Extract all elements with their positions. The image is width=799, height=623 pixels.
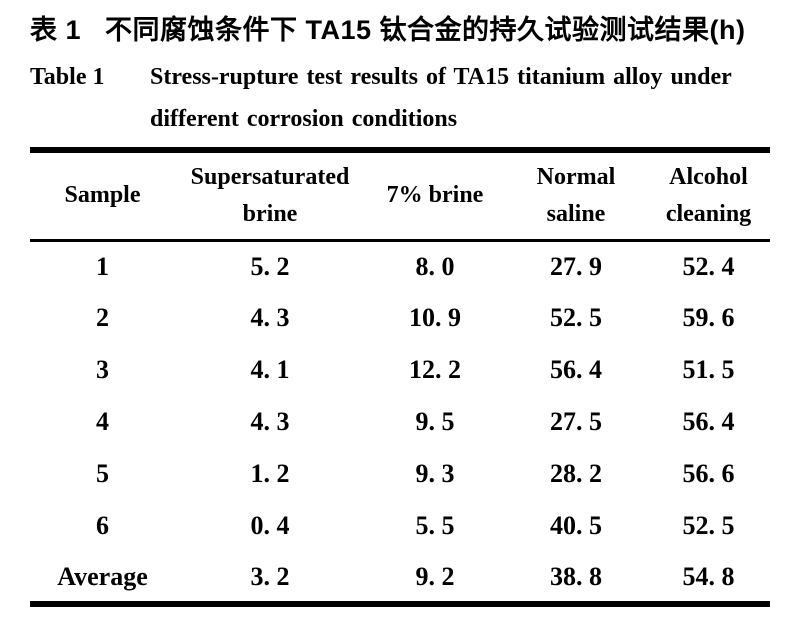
table-cell: 12. 2 bbox=[409, 355, 461, 384]
table-cell: 27. 9 bbox=[550, 251, 602, 281]
column-header-normal-saline: Normal saline bbox=[505, 150, 647, 242]
table-cell: 38. 8 bbox=[550, 561, 602, 591]
column-header-alcohol-cleaning: Alcohol cleaning bbox=[647, 150, 770, 242]
table-cell: 5. 5 bbox=[415, 511, 455, 540]
caption-zh-title: 不同腐蚀条件下 TA15 钛合金的持久试验测试结果(h) bbox=[105, 15, 746, 45]
row-label: Average bbox=[57, 561, 148, 591]
caption-en-line2: different corrosion conditions bbox=[150, 106, 458, 132]
header-row: Sample Supersaturated brine 7% brine Nor… bbox=[30, 150, 770, 242]
table-cell: 9. 3 bbox=[415, 459, 455, 488]
table-cell: 5. 2 bbox=[250, 251, 290, 281]
table-cell: 56. 4 bbox=[682, 407, 735, 436]
table-cell: 51. 5 bbox=[682, 355, 735, 384]
header-line: Sample bbox=[64, 182, 141, 209]
table-cell: 9. 5 bbox=[415, 407, 455, 436]
table-cell: 27. 5 bbox=[550, 407, 602, 436]
table-cell: 52. 5 bbox=[682, 511, 735, 540]
table-cell: 4. 1 bbox=[250, 355, 290, 384]
table-row: 5 1. 2 9. 3 28. 2 56. 6 bbox=[30, 448, 770, 500]
row-label: 2 bbox=[96, 303, 109, 332]
row-label: 5 bbox=[96, 459, 109, 488]
table-row: 6 0. 4 5. 5 40. 5 52. 5 bbox=[30, 500, 770, 552]
column-header-7-percent-brine: 7% brine bbox=[365, 150, 505, 242]
table-cell: 52. 5 bbox=[550, 303, 602, 332]
header-line: Supersaturated bbox=[190, 163, 350, 190]
header-line: Normal bbox=[536, 163, 616, 190]
header-line: saline bbox=[546, 200, 606, 227]
table-row: 4 4. 3 9. 5 27. 5 56. 4 bbox=[30, 396, 770, 448]
row-label: 3 bbox=[96, 355, 109, 384]
table-row-average: Average 3. 2 9. 2 38. 8 54. 8 bbox=[30, 552, 770, 604]
column-header-sample: Sample bbox=[30, 150, 175, 242]
caption-en-table-number: Table 1 bbox=[30, 64, 105, 90]
header-line: cleaning bbox=[665, 200, 752, 227]
table-cell: 54. 8 bbox=[682, 561, 735, 591]
table-caption-en: Table 1 Stress-rupture test results of T… bbox=[30, 56, 775, 140]
table-cell: 52. 4 bbox=[682, 251, 735, 281]
table-row: 2 4. 3 10. 9 52. 5 59. 6 bbox=[30, 292, 770, 344]
caption-en-line1: Stress-rupture test results of TA15 tita… bbox=[150, 64, 732, 90]
table-cell: 0. 4 bbox=[250, 511, 290, 540]
table-cell: 28. 2 bbox=[550, 459, 602, 488]
table-cell: 40. 5 bbox=[550, 511, 602, 540]
table-cell: 9. 2 bbox=[415, 561, 455, 591]
table-row: 3 4. 1 12. 2 56. 4 51. 5 bbox=[30, 344, 770, 396]
header-line: Alcohol bbox=[669, 163, 748, 190]
header-line: 7% brine bbox=[386, 182, 484, 209]
table-cell: 59. 6 bbox=[682, 303, 735, 332]
header-line: brine bbox=[242, 200, 298, 227]
row-label: 4 bbox=[96, 407, 109, 436]
table-cell: 8. 0 bbox=[415, 251, 455, 281]
table-cell: 10. 9 bbox=[409, 303, 461, 332]
table-cell: 56. 4 bbox=[550, 355, 602, 384]
caption-zh-table-number: 表 1 bbox=[30, 15, 82, 45]
table-cell: 3. 2 bbox=[250, 561, 290, 591]
results-table: Sample Supersaturated brine 7% brine Nor… bbox=[30, 147, 770, 607]
table-cell: 4. 3 bbox=[250, 407, 290, 436]
column-header-supersaturated-brine: Supersaturated brine bbox=[175, 150, 365, 242]
table-cell: 1. 2 bbox=[250, 459, 290, 488]
table-cell: 4. 3 bbox=[250, 303, 290, 332]
row-label: 1 bbox=[96, 251, 109, 281]
row-label: 6 bbox=[96, 511, 109, 540]
table-row: 1 5. 2 8. 0 27. 9 52. 4 bbox=[30, 240, 770, 292]
caption-en-title: Stress-rupture test results of TA15 tita… bbox=[150, 56, 775, 140]
table-caption-zh: 表 1 不同腐蚀条件下 TA15 钛合金的持久试验测试结果(h) bbox=[30, 8, 746, 47]
table-cell: 56. 6 bbox=[682, 459, 735, 488]
